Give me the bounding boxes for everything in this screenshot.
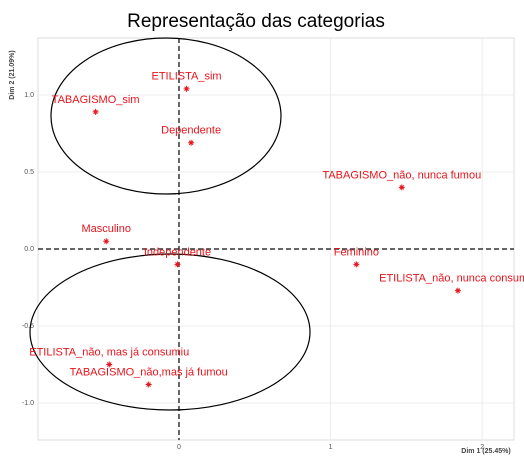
y-tick-label: 1.0 (24, 92, 34, 99)
y-axis-label: Dim 2 (21.09%) (9, 50, 16, 99)
point (103, 238, 110, 245)
x-axis-label: Dim 1 (25.45%) (461, 448, 510, 455)
point (174, 261, 181, 268)
x-tick-label: 1 (329, 444, 333, 451)
point (145, 381, 152, 388)
y-tick-label: 0.0 (24, 246, 34, 253)
point-label: TABAGISMO_sim (52, 94, 140, 106)
reference-lines (38, 38, 514, 440)
point-label: TABAGISMO_não, nunca fumou (322, 169, 481, 181)
point (92, 108, 99, 115)
point (106, 361, 113, 368)
point-label: ETILISTA_não, nunca consumiu (379, 273, 524, 285)
point-label: TABAGISMO_não,mas já fumou (70, 366, 228, 378)
ellipse (50, 37, 282, 195)
y-tick-label: -1.0 (22, 400, 34, 407)
grid: 0 1 2 -1.0 -0.5 0.0 0.5 1.0 (22, 38, 514, 451)
y-tick-label: 0.5 (24, 169, 34, 176)
x-tick-label: 2 (480, 444, 484, 451)
point-label: Independente (144, 246, 211, 258)
points: ETILISTA_sim TABAGISMO_sim Dependente TABAG… (29, 71, 524, 388)
plot-area (37, 37, 515, 441)
point (353, 261, 360, 268)
point-label: Dependente (161, 125, 221, 137)
point-label: Feminino (334, 246, 379, 258)
y-tick-label: -0.5 (22, 323, 34, 330)
point-label: ETILISTA_não, mas já consumiu (29, 346, 189, 358)
chart-title: Representação das categorias (127, 11, 385, 32)
point (183, 85, 190, 92)
point (398, 184, 405, 191)
point (454, 287, 461, 294)
point (188, 139, 195, 146)
point-label: Masculino (81, 223, 131, 235)
point-label: ETILISTA_sim (152, 71, 222, 83)
x-tick-label: 0 (177, 444, 181, 451)
ellipse (29, 253, 311, 411)
